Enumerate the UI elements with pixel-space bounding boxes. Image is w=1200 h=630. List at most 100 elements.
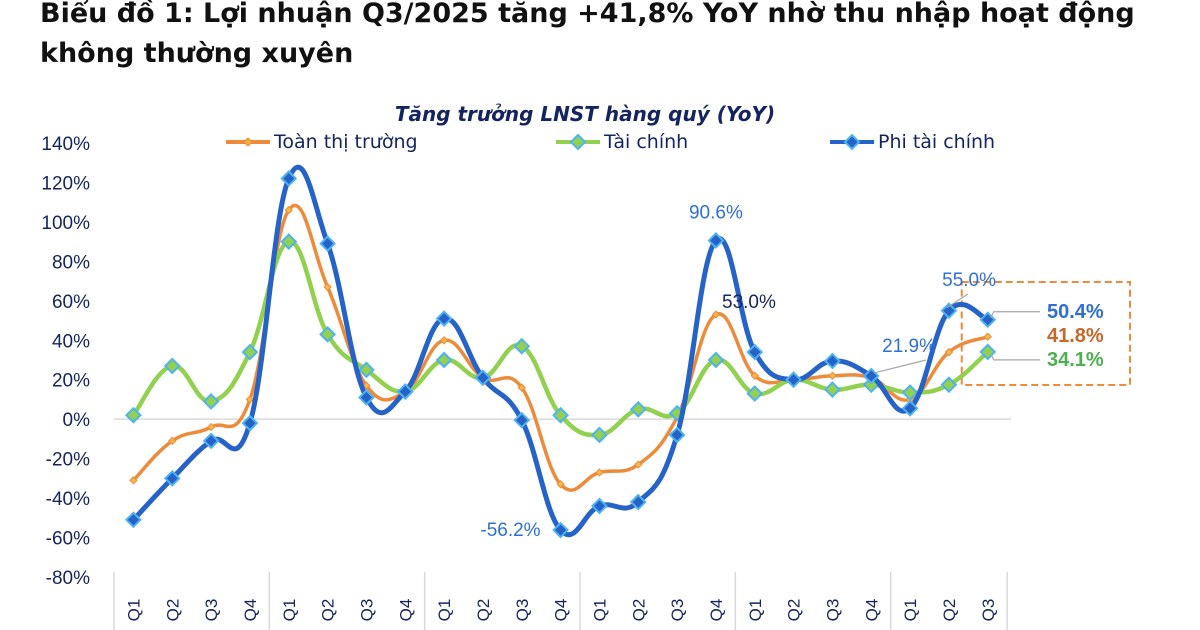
data-point-marker[interactable] [785, 371, 802, 389]
x-tick-label: Q3 [668, 599, 687, 622]
y-tick-label: 40% [52, 331, 90, 352]
legend-label: Phi tài chính [878, 131, 996, 153]
leader-line [946, 293, 969, 309]
data-point-marker[interactable] [319, 325, 336, 343]
data-point-marker[interactable] [901, 399, 919, 417]
data-point-marker[interactable] [513, 337, 531, 355]
y-tick-label: 60% [52, 292, 90, 313]
data-point-marker[interactable] [168, 436, 177, 446]
data-point-marker[interactable] [129, 476, 138, 485]
x-tick-label: Q4 [552, 599, 571, 622]
headline-line-2: không thường xuyên [40, 38, 354, 69]
data-point-marker[interactable] [940, 376, 958, 394]
data-point-marker[interactable] [280, 170, 298, 187]
data-point-marker[interactable] [163, 469, 181, 487]
data-point-marker[interactable] [284, 205, 293, 215]
x-tick-label: Q2 [629, 599, 648, 622]
y-tick-label: -80% [46, 568, 90, 589]
data-point-marker[interactable] [552, 406, 569, 424]
data-point-marker[interactable] [396, 383, 414, 400]
x-tick-label: Q4 [241, 599, 260, 622]
data-label: 34.1% [1047, 349, 1104, 371]
data-point-marker[interactable] [202, 432, 220, 450]
data-label: 55.0% [942, 270, 996, 291]
data-point-marker[interactable] [319, 235, 336, 253]
data-point-marker[interactable] [280, 233, 298, 251]
legend-item-phi-tai-chinh[interactable]: Phi tài chính [830, 130, 995, 154]
x-tick-label: Q3 [823, 599, 842, 622]
data-point-marker[interactable] [358, 361, 375, 379]
data-point-marker[interactable] [474, 369, 492, 387]
data-point-marker[interactable] [125, 406, 142, 424]
data-label: 50.4% [1047, 301, 1104, 323]
data-point-marker[interactable] [206, 422, 216, 432]
legend-label: Toàn thị trường [274, 131, 418, 153]
data-label: 41.8% [1047, 325, 1104, 347]
x-tick-label: Q3 [513, 599, 532, 622]
data-point-marker[interactable] [202, 393, 220, 410]
data-point-marker[interactable] [668, 426, 686, 444]
x-tick-label: Q1 [280, 599, 299, 622]
data-point-marker[interactable] [595, 468, 604, 477]
data-point-marker[interactable] [634, 460, 643, 469]
data-point-marker[interactable] [241, 414, 259, 432]
x-tick-label: Q1 [590, 599, 609, 622]
y-tick-label: 100% [41, 213, 90, 234]
data-point-marker[interactable] [517, 383, 526, 392]
data-point-marker[interactable] [163, 357, 181, 375]
annotations-layer: 90.6% 53.0% -56.2% 21.9% 55.0% 50.4%41.8%34.1… [480, 202, 1104, 541]
leader-line [990, 353, 1040, 361]
y-tick-label: -20% [46, 450, 90, 471]
data-point-marker[interactable] [711, 310, 721, 319]
data-point-marker[interactable] [591, 497, 608, 515]
data-point-marker[interactable] [591, 426, 608, 444]
chart-legend: Toàn thị trường Tài chính Phi tài chính [0, 130, 1200, 160]
x-tick-label: Q4 [862, 599, 881, 622]
series-0 [129, 203, 992, 492]
data-point-marker[interactable] [750, 371, 759, 380]
x-tick-label: Q2 [319, 599, 338, 622]
data-point-marker[interactable] [629, 493, 647, 511]
data-label: -56.2% [480, 520, 540, 541]
data-point-marker[interactable] [828, 371, 837, 380]
data-point-marker[interactable] [824, 352, 841, 370]
data-point-marker[interactable] [245, 395, 255, 404]
data-point-marker[interactable] [629, 400, 647, 418]
data-point-marker[interactable] [824, 381, 841, 399]
x-tick-label: Q4 [707, 599, 726, 622]
legend-line-green-icon [556, 133, 600, 151]
highlight-box [960, 281, 1131, 386]
x-tick-label: Q4 [396, 599, 415, 622]
x-tick-label: Q1 [124, 599, 143, 622]
data-point-marker[interactable] [940, 302, 958, 320]
data-point-marker[interactable] [241, 343, 259, 361]
data-label: 21.9% [882, 336, 936, 357]
data-point-marker[interactable] [746, 385, 764, 402]
x-tick-label: Q2 [474, 599, 493, 622]
leader-line [990, 311, 1040, 319]
chart-title-text: Tăng trưởng LNST hàng quý (YoY) [394, 102, 776, 126]
data-point-marker[interactable] [746, 343, 764, 361]
x-tick-label: Q3 [202, 599, 221, 622]
data-point-marker[interactable] [556, 480, 565, 489]
x-tick-label: Q2 [785, 599, 804, 622]
data-point-marker[interactable] [358, 389, 375, 406]
data-point-marker[interactable] [125, 511, 142, 529]
data-point-marker[interactable] [435, 351, 453, 369]
data-label: 53.0% [722, 292, 776, 313]
data-point-marker[interactable] [323, 282, 332, 292]
series-line [131, 164, 989, 538]
legend-item-tai-chinh[interactable]: Tài chính [556, 130, 688, 154]
headline: Biểu đồ 1: Lợi nhuận Q3/2025 tăng +41,8%… [40, 0, 1180, 74]
data-point-marker[interactable] [944, 347, 954, 357]
data-point-marker[interactable] [439, 336, 449, 345]
data-point-marker[interactable] [707, 232, 725, 249]
data-point-marker[interactable] [983, 332, 992, 341]
data-point-marker[interactable] [707, 351, 725, 369]
legend-item-toan-thi-truong[interactable]: Toàn thị trường [226, 130, 418, 154]
data-point-marker[interactable] [513, 411, 531, 429]
data-point-marker[interactable] [435, 310, 453, 327]
data-point-marker[interactable] [552, 521, 569, 539]
data-point-marker[interactable] [901, 384, 919, 401]
